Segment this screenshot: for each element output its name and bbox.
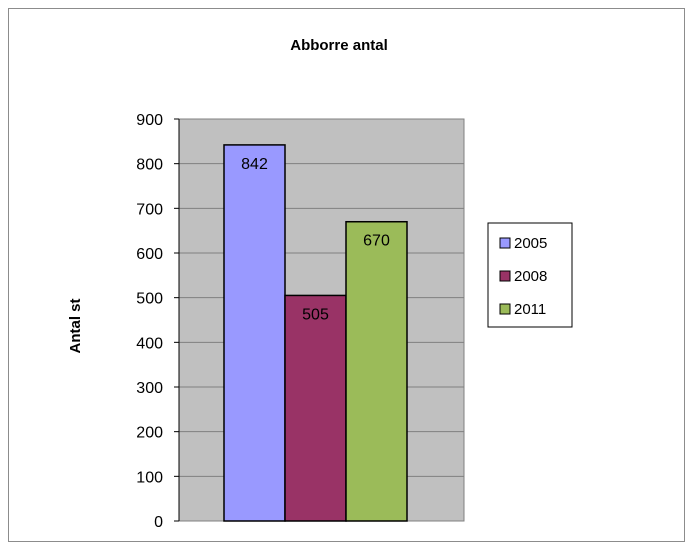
y-tick-label: 0: [154, 514, 163, 531]
y-tick-label: 600: [136, 246, 163, 263]
bars: 842 505 670: [223, 144, 408, 522]
y-tick-label: 100: [136, 469, 163, 486]
legend: 2005 2008 2011: [487, 222, 573, 328]
data-label-2008: 505: [302, 306, 329, 323]
y-tick-label: 900: [136, 112, 163, 129]
data-label-2011: 670: [363, 233, 390, 250]
bar-2008: [284, 294, 347, 522]
data-label-2005: 842: [241, 156, 268, 173]
chart-title: Abborre antal: [290, 37, 388, 54]
bar-2011: [345, 220, 408, 522]
legend-label-2008: 2008: [514, 268, 547, 285]
y-tick-label: 200: [136, 425, 163, 442]
legend-swatch-2005: [499, 237, 511, 249]
legend-label-2011: 2011: [514, 301, 546, 318]
y-tick-label: 400: [136, 335, 163, 352]
y-tick-label: 800: [136, 157, 163, 174]
y-axis-ticks: 0 100 200 300 400 500 600 700 800 900: [136, 112, 179, 531]
legend-swatch-2011: [499, 303, 511, 315]
bar-2005: [223, 144, 286, 522]
y-tick-label: 700: [136, 201, 163, 218]
y-axis-label: Antal st: [67, 298, 84, 353]
legend-swatch-2008: [499, 270, 511, 282]
legend-label-2005: 2005: [514, 235, 547, 252]
y-tick-label: 500: [136, 291, 163, 308]
y-tick-label: 300: [136, 380, 163, 397]
